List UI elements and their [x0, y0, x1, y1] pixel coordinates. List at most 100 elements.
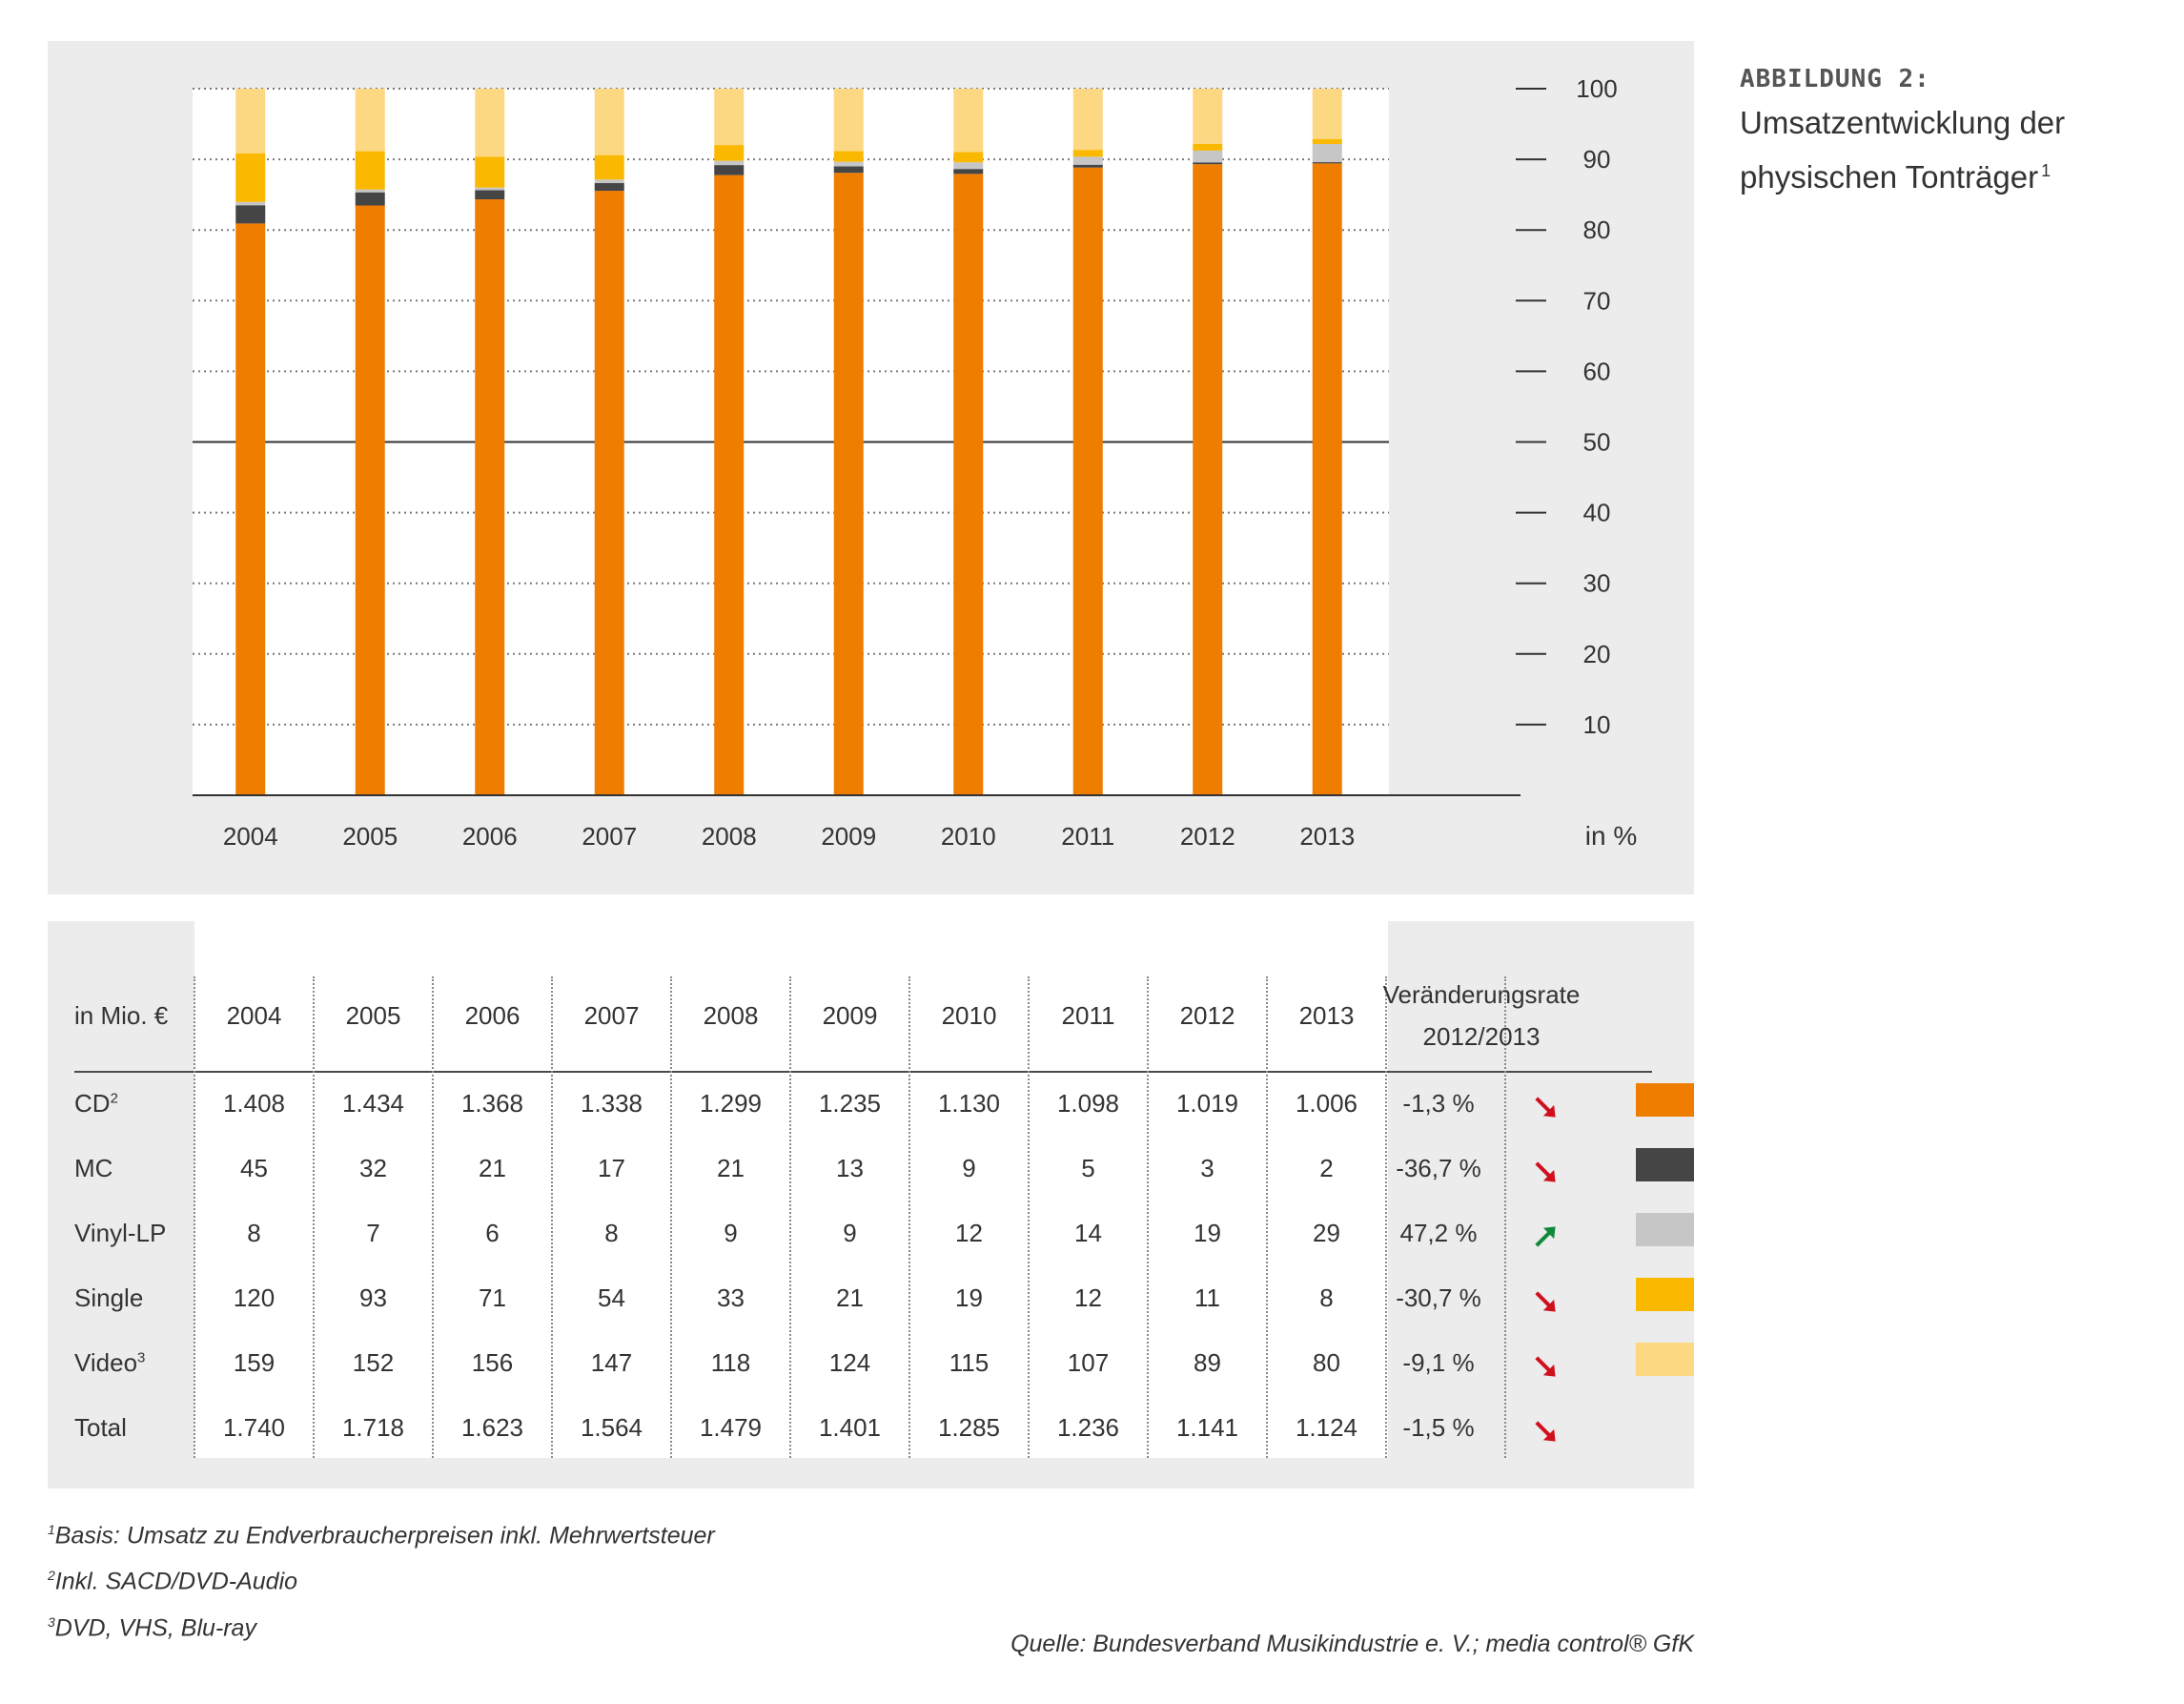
table-year-header: 2012: [1179, 1001, 1235, 1030]
table-column-separator: [1147, 976, 1149, 1458]
table-corner-label: in Mio. €: [74, 1001, 169, 1030]
figure-title-line-2: physischen Tonträger 1: [1740, 147, 2159, 201]
table-column-separator: [551, 976, 553, 1458]
table-cell: 29: [1313, 1219, 1340, 1247]
table-cell: 71: [479, 1283, 506, 1312]
bar-segment-vinyl-lp: [953, 162, 984, 170]
table-cell: 8: [247, 1219, 261, 1247]
table-cell: 1.434: [341, 1089, 405, 1118]
table-cell: 19: [1194, 1219, 1221, 1247]
table-cell: 33: [717, 1283, 745, 1312]
row-label-text: MC: [74, 1154, 113, 1182]
bar-segment-cd: [1312, 163, 1342, 795]
trend-up-arrow-icon: [1529, 1221, 1561, 1258]
bar-segment-mc: [833, 166, 864, 174]
bar-segment-single: [1312, 138, 1342, 144]
table-cell: 93: [359, 1283, 387, 1312]
y-tick-label: 60: [1583, 357, 1611, 385]
bar-segment-vinyl-lp: [714, 160, 745, 166]
table-cell: 1.124: [1295, 1413, 1358, 1442]
bar-segment-mc: [1193, 162, 1223, 165]
trend-down-arrow-icon: [1529, 1156, 1561, 1193]
y-tick-label: 20: [1583, 640, 1611, 668]
table-year-header: 2009: [822, 1001, 878, 1030]
table-cell: 89: [1194, 1348, 1221, 1377]
table-cell: 156: [471, 1348, 514, 1377]
x-tick-label: 2011: [1061, 822, 1114, 851]
bar-segment-cd: [714, 175, 745, 795]
y-tick-label: 80: [1583, 216, 1611, 244]
table-column-separator: [1266, 976, 1268, 1458]
table-column-separator: [432, 976, 434, 1458]
bar-segment-single: [355, 151, 385, 190]
row-label: Single: [74, 1283, 143, 1313]
table-cell: 1.401: [818, 1413, 882, 1442]
row-label: Vinyl-LP: [74, 1219, 166, 1248]
bar-segment-mc: [1072, 164, 1103, 168]
bar-segment-cd: [1193, 164, 1223, 796]
bar-segment-video: [1193, 89, 1223, 144]
table-column-separator: [1028, 976, 1030, 1458]
trend-down-arrow-icon: [1529, 1091, 1561, 1128]
table-column-separator: [1385, 976, 1387, 1458]
rate-value: -30,7 %: [1396, 1283, 1481, 1312]
table-cell: 159: [233, 1348, 276, 1377]
table-cell: 115: [949, 1348, 990, 1377]
footnote: 3DVD, VHS, Blu-ray: [48, 1602, 715, 1648]
footnote-text: Inkl. SACD/DVD-Audio: [54, 1568, 298, 1595]
y-tick-label: 70: [1583, 286, 1611, 315]
table-cell: 21: [717, 1154, 745, 1182]
bar-segment-cd: [833, 173, 864, 795]
x-tick-label: 2007: [582, 822, 637, 851]
row-label-text: CD: [74, 1089, 111, 1118]
bar-segment-cd: [235, 223, 266, 795]
bar-segment-mc: [714, 165, 745, 175]
table-cell: 19: [955, 1283, 983, 1312]
x-tick-label: 2008: [702, 822, 757, 851]
row-label-text: Video: [74, 1348, 138, 1377]
table-cell: 5: [1081, 1154, 1095, 1182]
footnote-number: 1: [48, 1522, 55, 1537]
table-cell: 12: [955, 1219, 983, 1247]
table-header-rule: [74, 1071, 1652, 1073]
bar-segment-cd: [594, 191, 624, 796]
y-tick-label: 40: [1583, 499, 1611, 527]
table-year-header: 2004: [226, 1001, 282, 1030]
table-cell: 14: [1074, 1219, 1102, 1247]
footnote-number: 3: [48, 1613, 55, 1630]
table-cell: 1.368: [460, 1089, 524, 1118]
table-year-header: 2010: [941, 1001, 997, 1030]
table-cell: 80: [1313, 1348, 1340, 1377]
table-year-header: 2005: [345, 1001, 401, 1030]
footnote: 1Basis: Umsatz zu Endverbraucherpreisen …: [48, 1509, 715, 1555]
row-label-text: Vinyl-LP: [74, 1219, 167, 1247]
table-column-separator: [313, 976, 315, 1458]
x-tick-label: 2010: [941, 822, 996, 851]
bar-segment-single: [953, 152, 984, 163]
row-label: Video3: [74, 1348, 145, 1378]
table-cell: 1.718: [341, 1413, 405, 1442]
legend-swatch-video: [1636, 1343, 1694, 1376]
trend-down-arrow-icon: [1529, 1350, 1561, 1387]
table-cell: 17: [598, 1154, 625, 1182]
table-cell: 3: [1200, 1154, 1214, 1182]
y-tick-label: 10: [1583, 710, 1611, 739]
table-cell: 9: [962, 1154, 976, 1182]
rate-value: -1,3 %: [1402, 1089, 1475, 1118]
table-cell: 21: [836, 1283, 864, 1312]
y-tick-label: 30: [1583, 569, 1611, 598]
figure-title-line-2-text: physischen Tonträger: [1740, 159, 2039, 195]
table-cell: 1.130: [937, 1089, 1001, 1118]
table-cell: 1.479: [699, 1413, 763, 1442]
table-cell: 2: [1319, 1154, 1334, 1182]
bar-segment-mc: [594, 183, 624, 192]
table-year-columns-background: [194, 921, 1388, 1458]
table-column-separator: [670, 976, 672, 1458]
figure-title: Umsatzentwicklung der physischen Tonträg…: [1740, 99, 2159, 201]
bar-segment-video: [594, 89, 624, 155]
table-cell: 1.235: [818, 1089, 882, 1118]
footnote: 2Inkl. SACD/DVD-Audio: [48, 1555, 715, 1601]
table-cell: 1.740: [222, 1413, 286, 1442]
data-table-panel: in Mio. € 2004 2005 2006 2007 2008 2009 2010 201…: [48, 921, 1694, 1488]
row-label-text: Single: [74, 1283, 144, 1312]
